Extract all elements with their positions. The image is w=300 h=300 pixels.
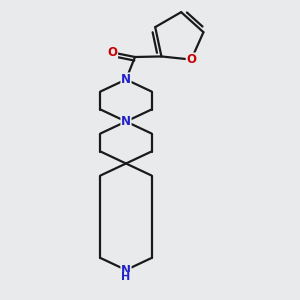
- Text: O: O: [186, 53, 196, 66]
- Text: N: N: [121, 115, 131, 128]
- Text: O: O: [107, 46, 118, 59]
- Text: N: N: [121, 73, 131, 86]
- Text: N: N: [121, 263, 131, 277]
- Text: H: H: [122, 272, 130, 283]
